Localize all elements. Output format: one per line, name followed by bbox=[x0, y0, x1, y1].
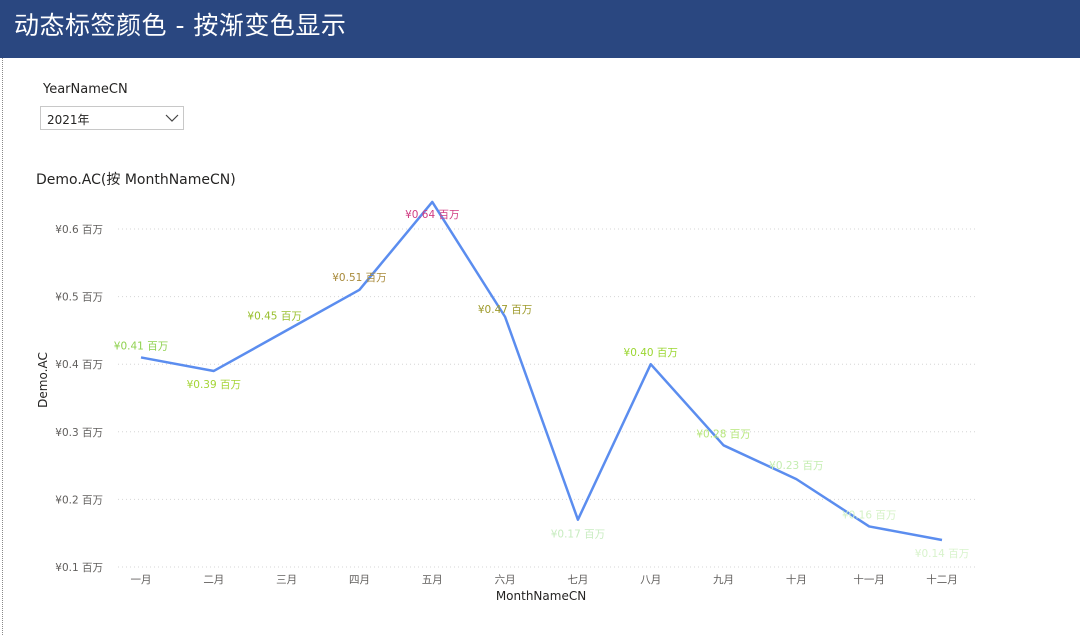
x-tick-label: 三月 bbox=[276, 574, 297, 586]
data-label: ¥0.64 百万 bbox=[405, 209, 459, 221]
page-title: 动态标签颜色 - 按渐变色显示 bbox=[14, 10, 346, 42]
y-axis-title: Demo.AC bbox=[36, 352, 50, 408]
y-tick-label: ¥0.3 百万 bbox=[55, 427, 103, 439]
x-tick-label: 四月 bbox=[349, 574, 370, 586]
x-tick-label: 七月 bbox=[567, 574, 588, 586]
y-tick-label: ¥0.6 百万 bbox=[55, 224, 103, 236]
data-label: ¥0.51 百万 bbox=[332, 272, 386, 284]
y-tick-label: ¥0.2 百万 bbox=[55, 494, 103, 506]
data-label: ¥0.45 百万 bbox=[247, 310, 301, 322]
year-slicer-dropdown[interactable]: 2021年 bbox=[40, 106, 184, 130]
data-label: ¥0.23 百万 bbox=[769, 460, 823, 472]
x-tick-label: 九月 bbox=[713, 574, 734, 586]
x-tick-label: 一月 bbox=[131, 574, 152, 586]
series-line bbox=[141, 202, 942, 540]
x-tick-label: 十月 bbox=[786, 573, 807, 586]
data-label: ¥0.28 百万 bbox=[696, 428, 750, 440]
x-tick-label: 二月 bbox=[203, 574, 224, 586]
data-label: ¥0.41 百万 bbox=[114, 340, 168, 352]
x-tick-label: 五月 bbox=[422, 574, 443, 586]
report-header: 动态标签颜色 - 按渐变色显示 bbox=[0, 0, 1080, 58]
data-label: ¥0.16 百万 bbox=[842, 509, 896, 521]
x-tick-label: 六月 bbox=[495, 574, 516, 586]
line-chart: ¥0.1 百万 ¥0.2 百万 ¥0.3 百万 ¥0.4 百万 ¥0.5 百万 ¥0.6 … bbox=[0, 185, 1000, 615]
data-label: ¥0.14 百万 bbox=[915, 548, 969, 560]
x-axis-title: MonthNameCN bbox=[496, 589, 586, 603]
x-tick-label: 八月 bbox=[640, 574, 661, 586]
data-label: ¥0.47 百万 bbox=[478, 304, 532, 316]
year-slicer-label: YearNameCN bbox=[43, 82, 128, 97]
y-tick-label: ¥0.5 百万 bbox=[55, 292, 103, 304]
x-tick-label: 十一月 bbox=[853, 573, 885, 586]
x-tick-label: 十二月 bbox=[926, 573, 958, 586]
y-tick-label: ¥0.4 百万 bbox=[55, 359, 103, 371]
data-label: ¥0.17 百万 bbox=[551, 529, 605, 541]
chevron-down-icon bbox=[165, 112, 179, 124]
year-slicer-value: 2021年 bbox=[47, 111, 90, 128]
y-tick-label: ¥0.1 百万 bbox=[55, 562, 103, 574]
data-label: ¥0.40 百万 bbox=[624, 347, 678, 359]
data-label: ¥0.39 百万 bbox=[187, 379, 241, 391]
